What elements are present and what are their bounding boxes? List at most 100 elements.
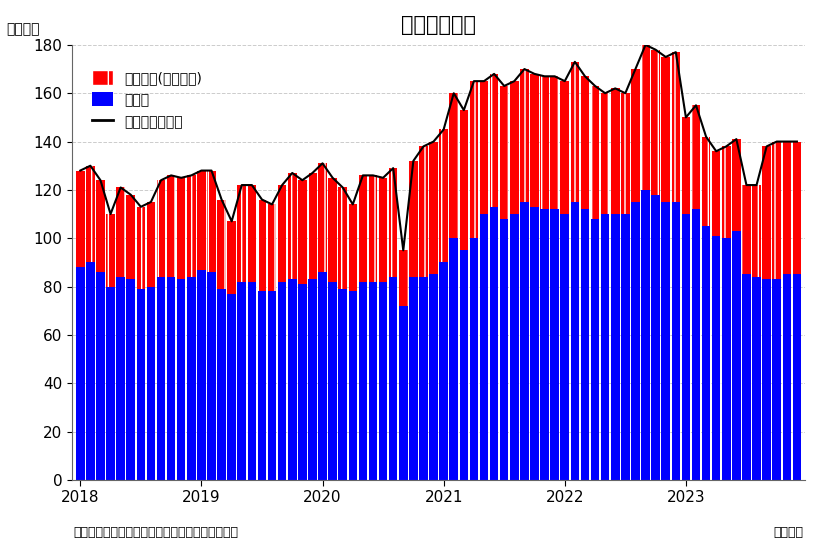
Bar <box>580 209 589 480</box>
Text: （月次）: （月次） <box>772 526 803 539</box>
Bar <box>338 289 346 480</box>
Bar <box>297 284 306 480</box>
Bar <box>650 195 659 480</box>
Bar <box>640 190 649 480</box>
Bar <box>227 294 236 480</box>
Bar <box>691 209 699 480</box>
Bar <box>177 279 185 480</box>
Bar <box>469 81 477 238</box>
Bar <box>751 277 760 480</box>
Bar <box>287 279 296 480</box>
Bar <box>439 262 447 480</box>
Bar <box>661 202 669 480</box>
Bar <box>792 274 800 480</box>
Bar <box>106 214 115 287</box>
Bar <box>247 282 256 480</box>
Bar <box>207 171 215 272</box>
Bar <box>731 139 740 231</box>
Bar <box>650 50 659 195</box>
Bar <box>519 202 528 480</box>
Bar <box>731 231 740 480</box>
Bar <box>661 57 669 202</box>
Bar <box>187 176 196 277</box>
Bar <box>318 272 327 480</box>
Bar <box>328 178 337 282</box>
Bar <box>166 277 175 480</box>
Bar <box>147 202 155 287</box>
Bar <box>137 207 145 289</box>
Bar <box>610 214 619 480</box>
Bar <box>721 238 730 480</box>
Bar <box>278 185 286 282</box>
Bar <box>620 214 629 480</box>
Bar <box>238 282 246 480</box>
Bar <box>711 151 720 236</box>
Bar <box>378 282 387 480</box>
Bar <box>328 282 337 480</box>
Bar <box>409 161 417 277</box>
Bar <box>600 214 609 480</box>
Bar <box>388 168 397 277</box>
Bar <box>580 76 589 209</box>
Bar <box>600 93 609 214</box>
Bar <box>500 219 508 480</box>
Bar <box>268 204 276 292</box>
Bar <box>449 93 458 238</box>
Bar <box>439 130 447 262</box>
Text: （万件）: （万件） <box>7 22 39 36</box>
Bar <box>550 76 559 209</box>
Legend: 集合住宅(二戸以上), 戸建て, 一住宅着工件数: 集合住宅(二戸以上), 戸建て, 一住宅着工件数 <box>86 65 207 134</box>
Bar <box>348 204 356 292</box>
Bar <box>156 180 165 277</box>
Bar <box>751 185 760 277</box>
Bar <box>449 238 458 480</box>
Bar <box>590 86 599 219</box>
Bar <box>96 180 105 272</box>
Bar <box>762 279 770 480</box>
Bar <box>530 74 538 207</box>
Bar <box>691 105 699 209</box>
Bar <box>126 279 135 480</box>
Bar <box>631 69 639 202</box>
Bar <box>469 238 477 480</box>
Bar <box>238 185 246 282</box>
Bar <box>671 52 679 202</box>
Bar <box>369 282 377 480</box>
Bar <box>217 199 225 289</box>
Bar <box>459 250 468 480</box>
Bar <box>247 185 256 282</box>
Bar <box>116 188 124 277</box>
Bar <box>741 185 750 274</box>
Bar <box>308 279 316 480</box>
Bar <box>399 250 407 306</box>
Bar <box>570 202 578 480</box>
Bar <box>106 287 115 480</box>
Bar <box>500 86 508 219</box>
Bar <box>681 214 690 480</box>
Bar <box>701 226 709 480</box>
Bar <box>590 219 599 480</box>
Bar <box>459 110 468 250</box>
Bar <box>721 146 730 238</box>
Bar <box>137 289 145 480</box>
Bar <box>781 274 790 480</box>
Bar <box>550 209 559 480</box>
Bar <box>358 176 367 282</box>
Bar <box>297 180 306 284</box>
Bar <box>771 141 780 279</box>
Bar <box>419 146 428 277</box>
Bar <box>177 178 185 279</box>
Bar <box>76 267 84 480</box>
Bar <box>540 76 548 209</box>
Bar <box>540 209 548 480</box>
Bar <box>156 277 165 480</box>
Bar <box>640 45 649 190</box>
Bar <box>166 176 175 277</box>
Bar <box>197 270 206 480</box>
Bar <box>489 207 498 480</box>
Bar <box>519 69 528 202</box>
Bar <box>378 178 387 282</box>
Bar <box>681 118 690 214</box>
Bar <box>509 214 518 480</box>
Bar <box>197 171 206 270</box>
